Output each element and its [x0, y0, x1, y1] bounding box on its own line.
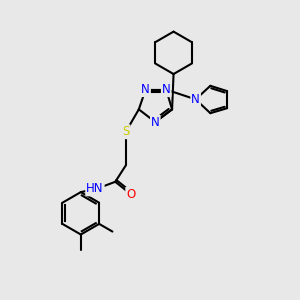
Text: N: N: [162, 83, 171, 96]
Text: H: H: [92, 182, 101, 195]
Text: N: N: [151, 116, 160, 128]
Text: S: S: [122, 125, 130, 138]
Text: N: N: [141, 83, 150, 96]
Text: O: O: [126, 188, 136, 201]
Text: N: N: [191, 93, 200, 106]
Text: HN: HN: [86, 182, 104, 195]
